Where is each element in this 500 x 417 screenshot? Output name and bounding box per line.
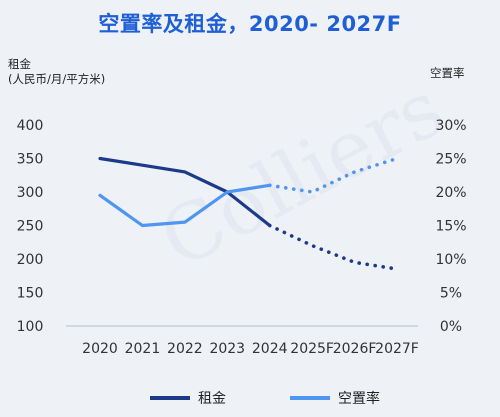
legend-label-rent: 租金 — [198, 391, 226, 407]
y-tick-left: 400 — [17, 118, 44, 134]
x-tick-label: 2024 — [252, 341, 288, 357]
legend-label-vacancy: 空置率 — [338, 390, 380, 407]
x-tick-label: 2023 — [209, 341, 245, 357]
y-tick-right: 20% — [435, 185, 466, 201]
x-tick-label: 2025F — [290, 341, 334, 357]
y-tick-left: 150 — [17, 286, 44, 302]
series-line-rent-actual — [98, 156, 272, 228]
x-tick-label: 2021 — [125, 341, 161, 357]
series-line-rent-forecast — [267, 223, 399, 271]
x-tick-label: 2022 — [167, 341, 203, 357]
y-tick-left: 300 — [17, 185, 44, 201]
y-axis-left-title: 租金 — [8, 57, 31, 71]
y-tick-right: 0% — [440, 319, 462, 335]
y-tick-left: 100 — [17, 319, 44, 335]
series-line-vacancy-forecast — [267, 156, 399, 194]
y-tick-right: 5% — [440, 286, 462, 302]
y-tick-right: 25% — [435, 152, 466, 168]
x-tick-label: 2027F — [375, 341, 419, 357]
y-axis-right-title: 空置率 — [430, 66, 465, 80]
y-tick-right: 10% — [435, 252, 466, 268]
y-tick-left: 200 — [17, 252, 44, 268]
y-tick-right: 15% — [435, 219, 466, 235]
series-line-vacancy-actual — [98, 183, 272, 228]
x-tick-label: 2020 — [82, 341, 118, 357]
y-tick-right: 30% — [435, 118, 466, 134]
chart-title: 空置率及租金，2020- 2027F — [98, 12, 402, 36]
y-tick-left: 350 — [17, 152, 44, 168]
x-tick-label: 2026F — [333, 341, 377, 357]
y-axis-left-unit: (人民币/月/平方米) — [8, 72, 106, 86]
y-tick-left: 250 — [17, 219, 44, 235]
